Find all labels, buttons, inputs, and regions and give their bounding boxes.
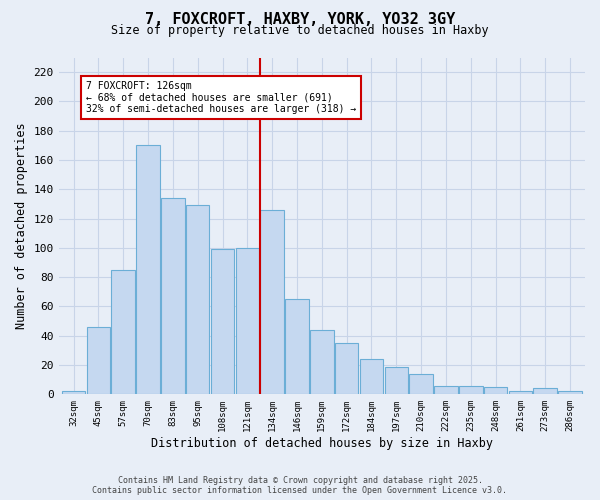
Bar [136, 146, 160, 394]
Bar [559, 392, 582, 394]
Bar [459, 386, 482, 394]
Bar [484, 387, 508, 394]
Bar [62, 392, 85, 394]
Bar [186, 206, 209, 394]
Text: 7, FOXCROFT, HAXBY, YORK, YO32 3GY: 7, FOXCROFT, HAXBY, YORK, YO32 3GY [145, 12, 455, 28]
Bar [533, 388, 557, 394]
Bar [409, 374, 433, 394]
Bar [310, 330, 334, 394]
Bar [236, 248, 259, 394]
Bar [211, 250, 235, 394]
Bar [359, 359, 383, 394]
Bar [260, 210, 284, 394]
Text: Size of property relative to detached houses in Haxby: Size of property relative to detached ho… [111, 24, 489, 37]
Bar [161, 198, 185, 394]
Text: 7 FOXCROFT: 126sqm
← 68% of detached houses are smaller (691)
32% of semi-detach: 7 FOXCROFT: 126sqm ← 68% of detached hou… [86, 81, 356, 114]
Bar [509, 392, 532, 394]
X-axis label: Distribution of detached houses by size in Haxby: Distribution of detached houses by size … [151, 437, 493, 450]
Y-axis label: Number of detached properties: Number of detached properties [15, 122, 28, 329]
Bar [385, 366, 408, 394]
Bar [86, 327, 110, 394]
Bar [335, 343, 358, 394]
Bar [285, 299, 309, 394]
Bar [112, 270, 135, 394]
Text: Contains HM Land Registry data © Crown copyright and database right 2025.
Contai: Contains HM Land Registry data © Crown c… [92, 476, 508, 495]
Bar [434, 386, 458, 394]
